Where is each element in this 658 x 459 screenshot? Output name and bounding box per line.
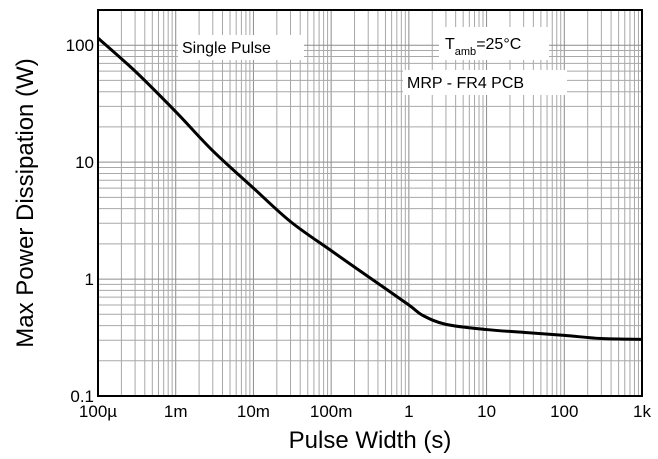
temperature-subscript: amb [455, 46, 476, 58]
x-tick-label: 100µ [79, 402, 117, 421]
x-tick-label: 1 [404, 402, 413, 421]
y-tick-label: 0.1 [70, 387, 94, 406]
y-tick-label: 100 [66, 36, 94, 55]
temperature-label-bg [439, 27, 549, 60]
y-tick-label: 10 [75, 153, 94, 172]
y-tick-labels: 0.1 1 10 100 [66, 36, 94, 406]
single-pulse-label: Single Pulse [182, 40, 271, 57]
x-tick-label: 100 [550, 402, 578, 421]
x-tick-label: 10 [477, 402, 496, 421]
y-axis-label: Max Power Dissipation (W) [12, 58, 39, 347]
board-label: MRP - FR4 PCB [407, 75, 524, 92]
x-axis-label: Pulse Width (s) [289, 427, 452, 454]
temperature-value: =25°C [476, 36, 521, 53]
x-tick-label: 10m [237, 402, 270, 421]
series-line [97, 36, 643, 341]
x-tick-labels: 100µ 1m 10m 100m 1 10 100 1k [79, 402, 652, 421]
single-pulse-label-bg [178, 35, 304, 60]
x-tick-label: 100m [310, 402, 353, 421]
board-label-bg [403, 70, 567, 95]
series-layer [97, 36, 643, 341]
x-tick-label: 1m [164, 402, 188, 421]
temperature-symbol: T [445, 36, 455, 53]
x-tick-label: 1k [633, 402, 651, 421]
temperature-label: Tamb=25°C [445, 36, 521, 58]
plot-frame [97, 9, 643, 397]
y-tick-label: 1 [85, 270, 94, 289]
